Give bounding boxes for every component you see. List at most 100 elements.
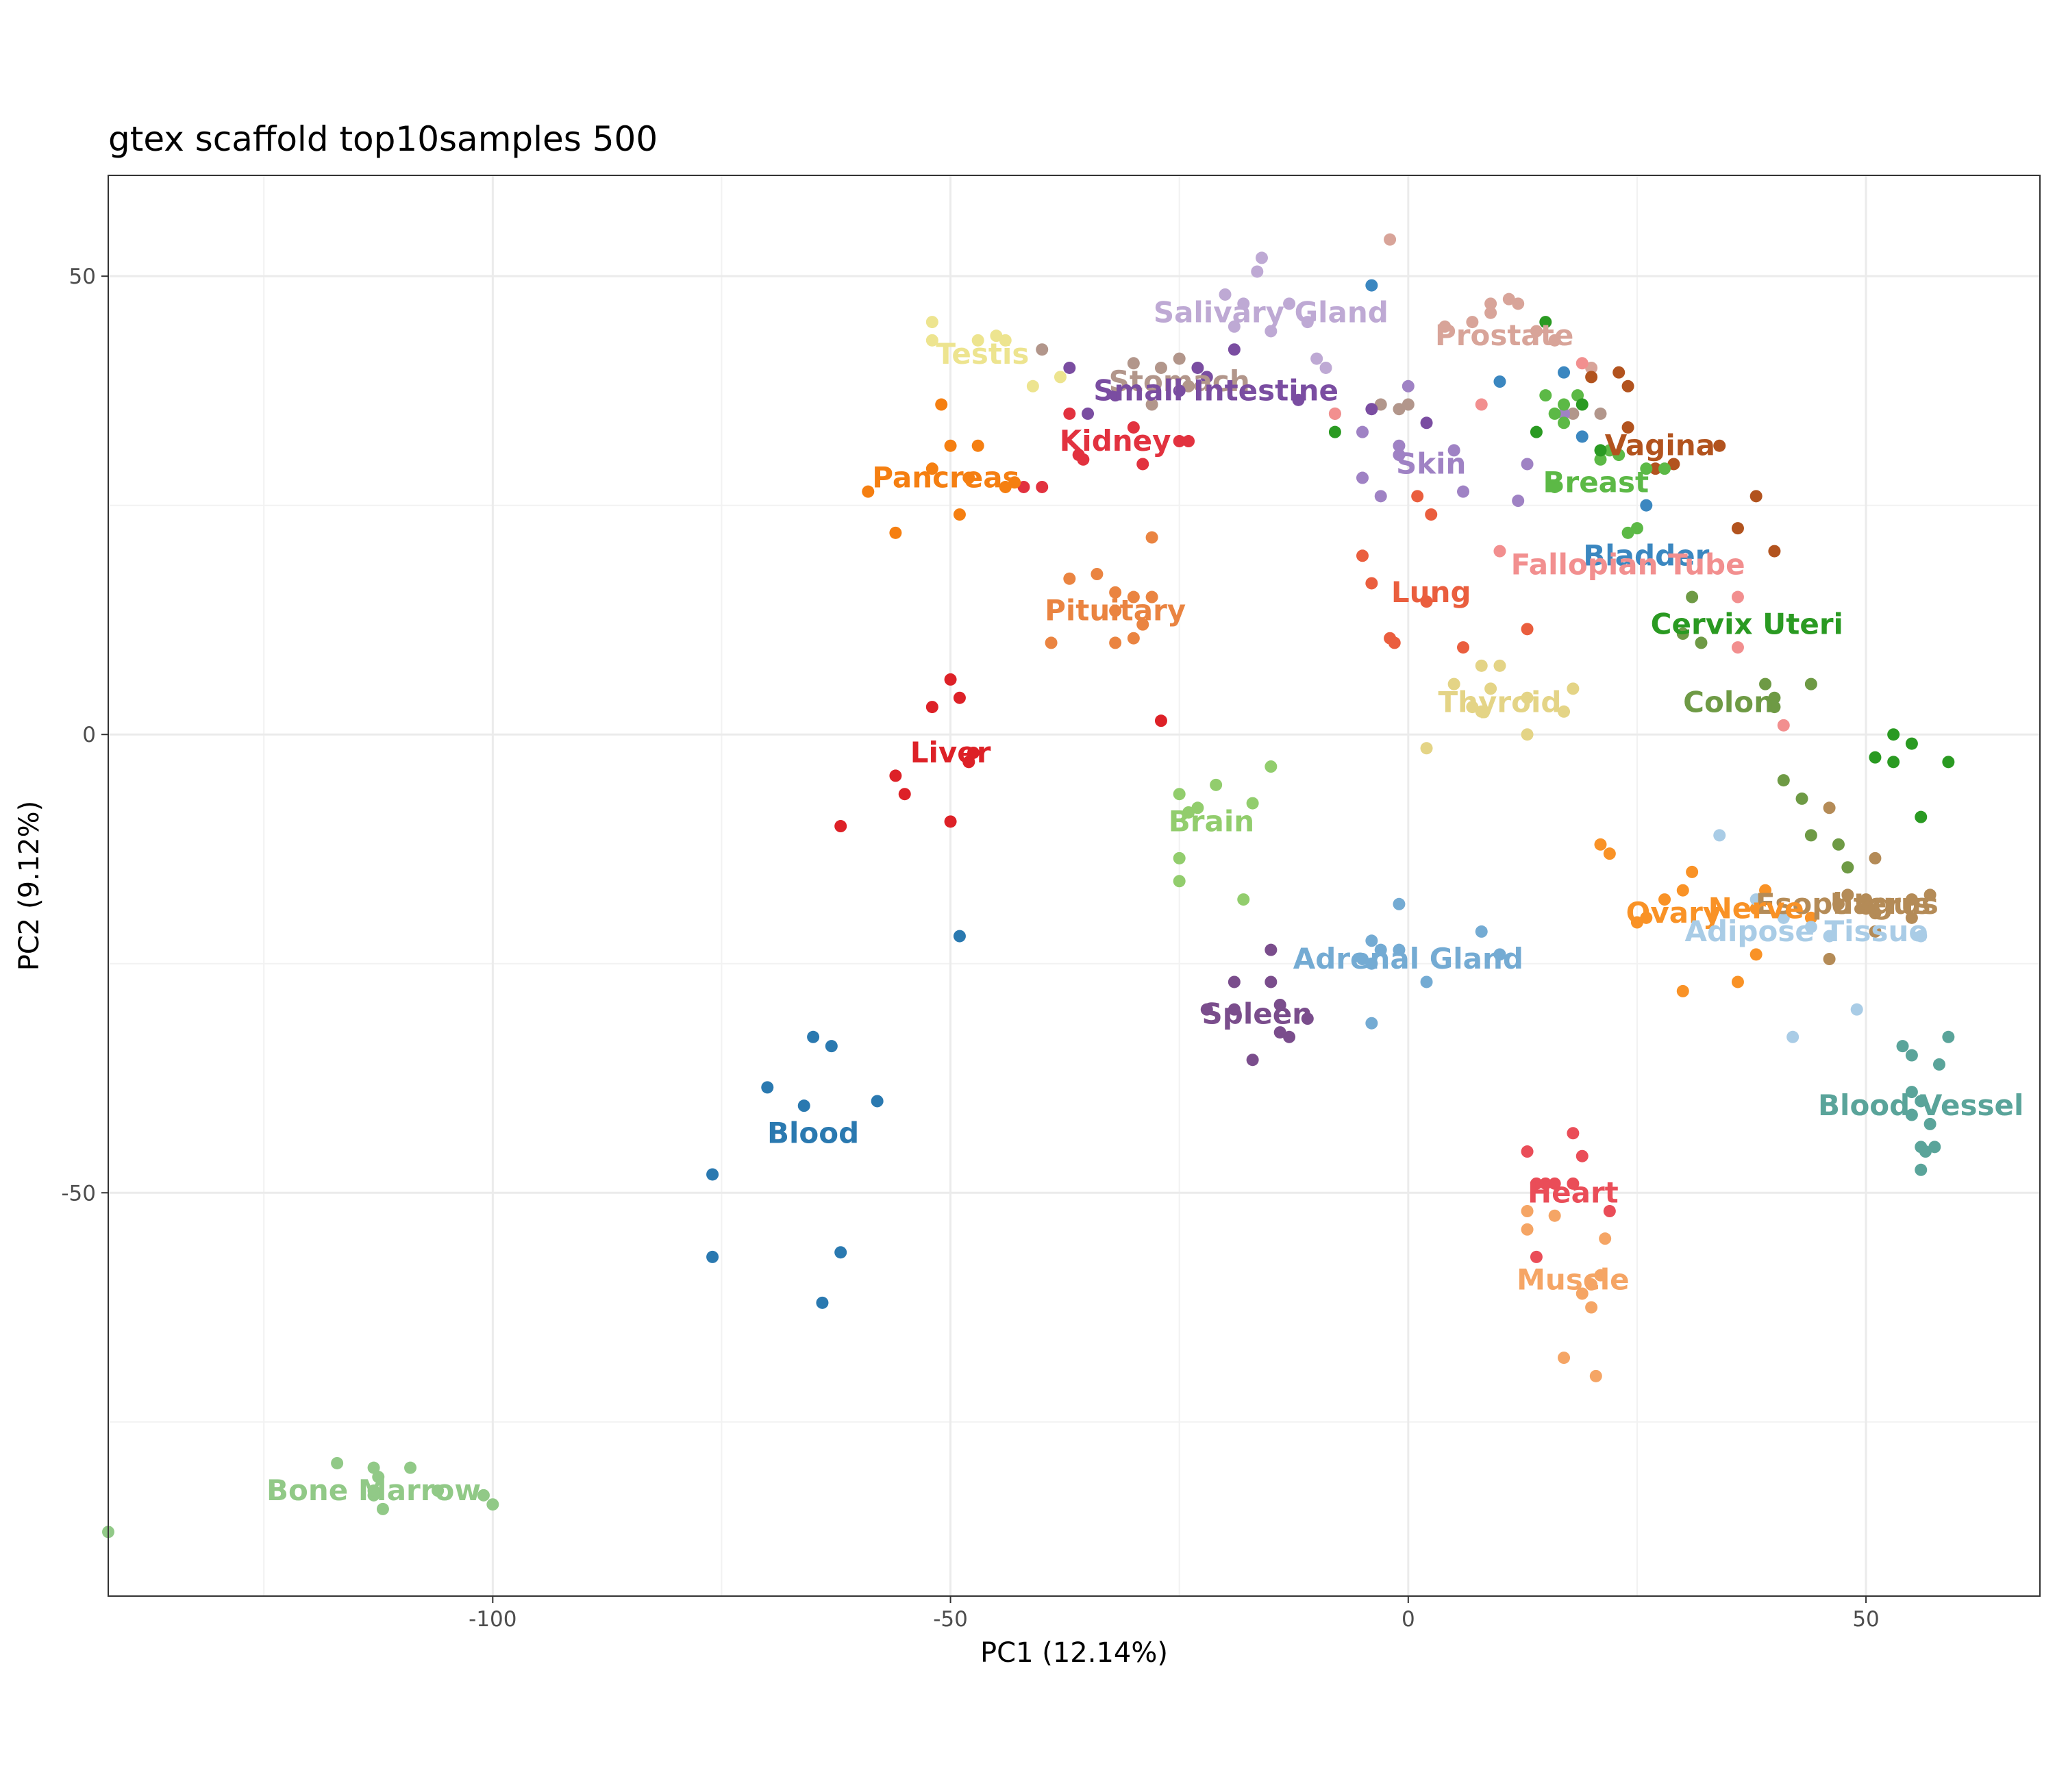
data-point (999, 480, 1012, 493)
data-point (1676, 884, 1689, 897)
data-point (1539, 316, 1552, 329)
data-point (1823, 801, 1836, 814)
data-point (1063, 572, 1076, 585)
data-point (1567, 1177, 1580, 1190)
data-point (1077, 453, 1090, 466)
data-point (1841, 861, 1854, 874)
series-thyroid (1420, 659, 1580, 755)
data-point (1173, 384, 1186, 397)
data-point (1832, 838, 1845, 851)
data-point (1036, 343, 1049, 356)
data-point (1447, 444, 1460, 457)
data-point (1493, 375, 1506, 388)
data-point (1136, 458, 1149, 471)
data-point (1621, 526, 1634, 539)
data-point (925, 316, 938, 329)
data-point (1237, 893, 1250, 906)
data-point (1219, 288, 1232, 301)
data-point (925, 334, 938, 347)
data-point (1191, 801, 1204, 814)
data-point (1411, 490, 1424, 503)
data-point (935, 398, 948, 411)
series-esophagus (1823, 801, 1936, 966)
data-point (1759, 884, 1772, 897)
data-point (1777, 774, 1790, 787)
data-point (816, 1296, 829, 1309)
data-point (1356, 425, 1369, 438)
data-point (1200, 1003, 1213, 1016)
data-point (1127, 590, 1140, 603)
data-point (1255, 251, 1268, 264)
data-point (1228, 343, 1241, 356)
data-point (1182, 806, 1195, 819)
data-point (1210, 778, 1223, 791)
series-blood-vessel (1896, 1030, 1955, 1176)
data-point (1915, 1163, 1928, 1176)
data-point (1402, 379, 1415, 393)
series-bone-marrow (102, 1456, 499, 1539)
data-point (1402, 398, 1415, 411)
data-point (1484, 297, 1497, 310)
data-point (1145, 398, 1158, 411)
data-point (1768, 691, 1781, 704)
data-point (1869, 925, 1882, 938)
group-label-nerve: Nerve (1708, 891, 1804, 925)
data-point (1127, 357, 1140, 370)
data-point (1658, 893, 1671, 906)
y-tick-label: -50 (61, 1181, 96, 1206)
data-point (1082, 407, 1095, 420)
data-point (1713, 829, 1726, 842)
series-cervix-uteri (1328, 316, 1955, 823)
data-point (1640, 911, 1653, 924)
data-point (1063, 407, 1076, 420)
data-point (1749, 490, 1763, 503)
data-point (1594, 1269, 1607, 1282)
data-point (1438, 320, 1452, 333)
data-point (807, 1030, 820, 1043)
data-point (1932, 1058, 1945, 1071)
data-point (1585, 1301, 1598, 1314)
data-point (1374, 398, 1387, 411)
group-label-vagina: Vagina (1605, 429, 1715, 462)
series-muscle (1521, 1205, 1612, 1382)
series-prostate (1384, 233, 1598, 374)
data-point (1749, 893, 1763, 906)
data-point (1905, 1086, 1918, 1099)
data-point (1109, 586, 1122, 599)
data-point (1630, 916, 1643, 929)
data-point (1869, 751, 1882, 764)
data-point (1127, 632, 1140, 645)
data-point (925, 701, 938, 714)
data-point (1686, 865, 1699, 878)
chart-title: gtex scaffold top10samples 500 (108, 119, 658, 159)
data-point (1457, 485, 1470, 498)
data-point (1521, 623, 1534, 636)
data-point (1530, 425, 1543, 438)
group-label-ovary: Ovary (1626, 896, 1722, 930)
data-point (1777, 719, 1790, 732)
data-point (1749, 948, 1763, 961)
data-point (925, 462, 938, 475)
series-pancreas (862, 398, 1021, 539)
data-point (1548, 334, 1561, 347)
data-point (1466, 316, 1479, 329)
series-nerve (1594, 838, 1817, 997)
data-point (1860, 902, 1873, 915)
data-point (1731, 975, 1744, 988)
data-point (1923, 888, 1936, 901)
series-heart (1521, 1127, 1616, 1263)
data-point (1594, 407, 1607, 420)
data-point (1695, 636, 1708, 649)
data-point (1539, 389, 1552, 402)
data-point (1749, 902, 1763, 915)
data-point (1475, 925, 1488, 938)
data-point (1356, 471, 1369, 484)
data-point (1109, 636, 1122, 649)
data-point (1292, 393, 1305, 406)
data-point (1603, 1205, 1616, 1218)
data-point (889, 526, 902, 539)
data-point (1145, 590, 1158, 603)
data-point (1246, 1054, 1259, 1067)
series-spleen (1200, 943, 1314, 1067)
data-point (1548, 480, 1561, 493)
